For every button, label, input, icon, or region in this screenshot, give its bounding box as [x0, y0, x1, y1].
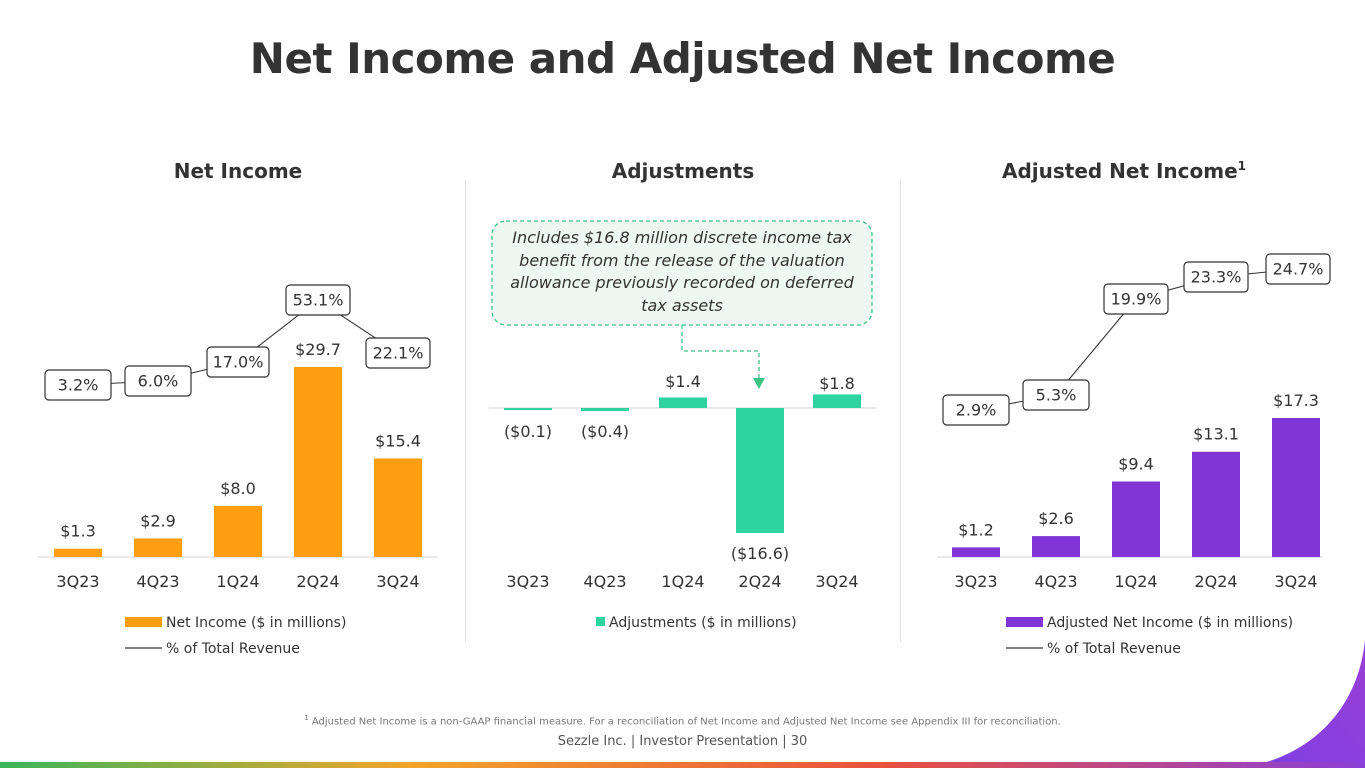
bar-1q24: [214, 505, 262, 557]
percent-label-box: [124, 365, 192, 397]
bar-3q23: [952, 547, 1000, 557]
corner-decoration: [1240, 640, 1365, 768]
percent-label: 5.3%: [1036, 386, 1077, 405]
adjustments-chart-title: Adjustments: [612, 159, 754, 183]
x-tick-label: 3Q24: [815, 572, 858, 591]
bar-2q24: [1192, 451, 1240, 557]
x-tick-label: 4Q23: [136, 572, 179, 591]
x-tick-label: 3Q24: [376, 572, 419, 591]
panel-divider: [465, 180, 466, 642]
value-label: $8.0: [220, 479, 256, 498]
percent-label-box: [1103, 283, 1169, 315]
x-tick-label: 1Q24: [661, 572, 704, 591]
bar-3q24: [813, 394, 861, 408]
percent-label-box: [365, 337, 431, 369]
value-label: $1.8: [819, 374, 855, 393]
percent-label-box: [1022, 379, 1090, 411]
footnote-marker: 1: [304, 714, 309, 722]
value-label: ($0.1): [504, 422, 552, 441]
legend-label: Adjustments ($ in millions): [609, 615, 797, 631]
bar-3q23: [54, 548, 102, 557]
x-tick-label: 2Q24: [296, 572, 339, 591]
legend-label: % of Total Revenue: [1047, 641, 1181, 657]
adjusted-net-income-chart-title: Adjusted Net Income1: [1002, 159, 1246, 183]
annotation-callout-content: Includes $16.8 million discrete income t…: [510, 228, 854, 315]
net-income-chart-title: Net Income: [174, 159, 303, 183]
legend-swatch: [596, 617, 605, 626]
value-label: ($0.4): [581, 422, 629, 441]
x-tick-label: 3Q23: [506, 572, 549, 591]
bar-4q23: [1032, 536, 1080, 557]
x-tick-label: 2Q24: [738, 572, 781, 591]
adjustments-chart: ($0.1) 3Q23 ($0.4) 4Q23 $1.4 1Q24 ($16.6) 2Q24 $…: [489, 372, 876, 631]
value-label: $2.6: [1038, 509, 1074, 528]
bottom-gradient-bar: [0, 762, 1365, 768]
footnote: 1 Adjusted Net Income is a non-GAAP fina…: [0, 714, 1365, 727]
annotation-arrowhead: [753, 378, 765, 389]
title-superscript: 1: [1238, 159, 1246, 173]
bar-3q23: [504, 408, 552, 410]
charts-canvas: Net Income Adjustments Adjusted Net Inco…: [38, 159, 1331, 657]
bar-2q24: [294, 367, 342, 557]
x-tick-label: 3Q23: [56, 572, 99, 591]
value-label: $2.9: [140, 511, 176, 530]
value-label: $1.4: [665, 372, 701, 391]
bar-1q24: [659, 397, 707, 408]
value-label: $29.7: [295, 340, 341, 359]
value-label: $9.4: [1118, 454, 1154, 473]
legend-label: Net Income ($ in millions): [166, 615, 346, 631]
percent-label: 19.9%: [1111, 290, 1162, 309]
adjusted-net-income-chart: $1.2 3Q23 $2.6 4Q23 $9.4 1Q24 $13.1 2Q24 $17.3 3Q…: [937, 253, 1331, 657]
value-label: $1.3: [60, 522, 96, 541]
percent-label: 2.9%: [956, 401, 997, 420]
annotation-callout-arrow: [681, 325, 760, 380]
percent-label: 24.7%: [1273, 260, 1324, 279]
bar-1q24: [1112, 481, 1160, 557]
legend-label: Adjusted Net Income ($ in millions): [1047, 615, 1293, 631]
legend-label: % of Total Revenue: [166, 641, 300, 657]
percent-label-box: [1265, 253, 1331, 285]
x-tick-label: 1Q24: [1114, 572, 1157, 591]
percent-label-box: [44, 369, 112, 401]
footer: Sezzle Inc. | Investor Presentation | 30: [557, 734, 808, 749]
adjusted-net-income-title-text: Adjusted Net Income: [1002, 159, 1238, 183]
percent-label-box: [1183, 261, 1249, 293]
percent-label-box: [206, 346, 270, 378]
footnote-text: Adjusted Net Income is a non-GAAP financ…: [311, 716, 1061, 728]
value-label: $1.2: [958, 520, 994, 539]
panel-divider: [900, 180, 901, 642]
bar-4q23: [581, 408, 629, 412]
bar-3q24: [374, 458, 422, 557]
x-tick-label: 2Q24: [1194, 572, 1237, 591]
value-label: ($16.6): [731, 544, 789, 563]
percent-label: 23.3%: [1191, 268, 1242, 287]
value-label: $17.3: [1273, 391, 1319, 410]
percent-label: 6.0%: [138, 372, 179, 391]
legend-swatch: [125, 617, 162, 627]
x-tick-label: 3Q24: [1274, 572, 1317, 591]
net-income-chart: $1.3 3Q23 $2.9 4Q23 $8.0 1Q24 $29.7 2Q24 $15.4 3Q…: [38, 284, 438, 657]
percent-label: 22.1%: [373, 344, 424, 363]
percent-label-box: [285, 284, 351, 316]
value-label: $15.4: [375, 431, 421, 450]
percent-label: 53.1%: [293, 291, 344, 310]
x-tick-label: 4Q23: [583, 572, 626, 591]
x-tick-label: 1Q24: [216, 572, 259, 591]
value-label: $13.1: [1193, 425, 1239, 444]
annotation-callout-text: Includes $16.8 million discrete income t…: [510, 228, 854, 315]
percent-label: 17.0%: [213, 353, 264, 372]
x-tick-label: 4Q23: [1034, 572, 1077, 591]
bar-2q24: [736, 408, 784, 533]
percent-label-box: [942, 394, 1010, 426]
percent-label: 3.2%: [58, 376, 99, 395]
legend-swatch: [1006, 617, 1043, 627]
x-tick-label: 3Q23: [954, 572, 997, 591]
bar-4q23: [134, 538, 182, 557]
bar-3q24: [1272, 418, 1320, 557]
page-title: Net Income and Adjusted Net Income: [249, 34, 1116, 83]
